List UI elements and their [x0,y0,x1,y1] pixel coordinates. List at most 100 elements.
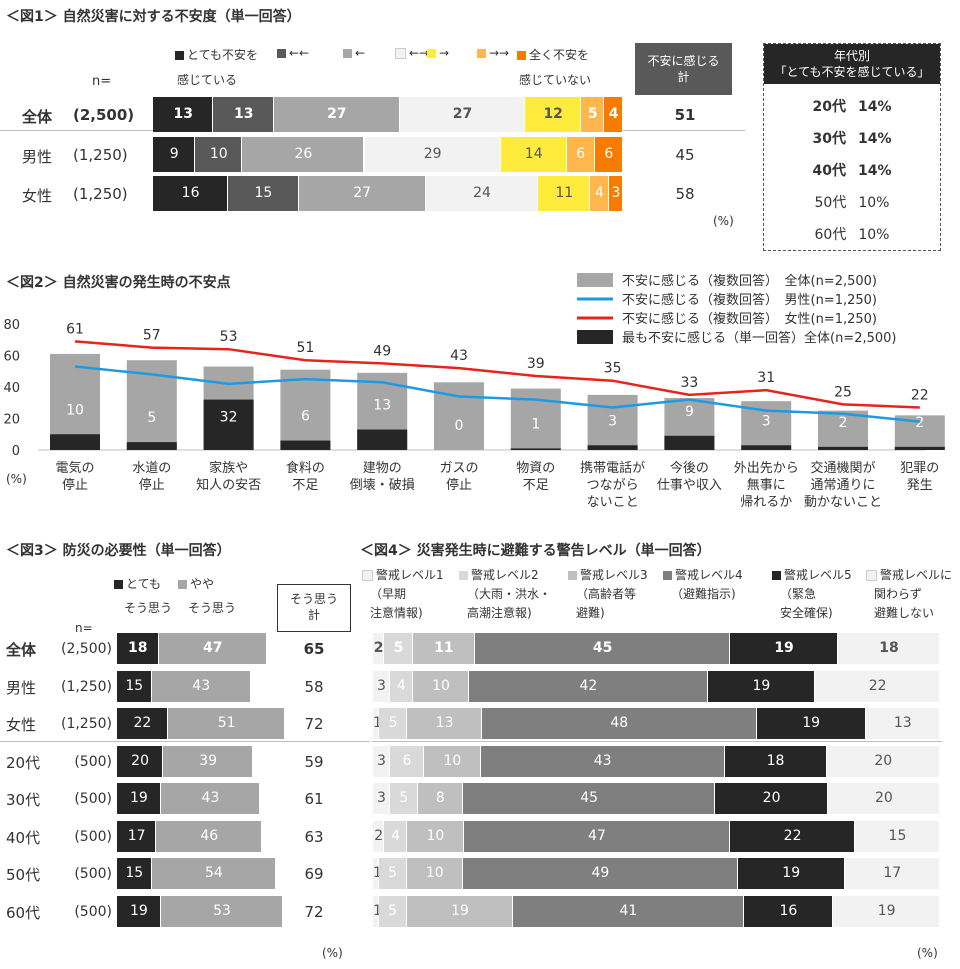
fig2-category-label: 知人の安否 [196,477,261,493]
fig2-ytick-label: 0 [12,444,20,459]
fig4-bar-segment [373,633,385,664]
fig4-legend-item: 警戒レベル4 [663,566,743,583]
fig3-bar-segment [151,670,251,702]
fig1-bar-segment [228,176,299,211]
fig4-bar-segment [826,745,940,777]
fig1-data-label: 13 [233,106,254,122]
fig2-most-label: 10 [66,402,84,418]
age-row: 20代 14% [764,96,940,116]
fig3-row-label: 50代 [6,866,41,884]
legend-swatch [427,49,436,58]
fig4-bar-segment [412,670,470,702]
fig4-bar-segment [417,783,463,814]
fig4-data-label: 13 [435,715,454,731]
fig2-ytick-label: 60 [3,350,20,365]
fig1-legend-item: →→ [477,46,509,60]
fig2-category-label: 今後の [670,460,709,476]
fig1-bar-segment [594,137,623,172]
fig4-bar-segment [389,783,418,814]
fig2-category-label: 携帯電話が [580,460,645,476]
legend-label-line2: そう思う [124,601,173,615]
legend-label: 警戒レベル3 [580,568,648,582]
legend-swatch [663,571,672,580]
fig3-legend-item: とても [114,575,161,592]
legend-swatch [178,580,187,589]
fig3-data-label: 46 [200,827,219,844]
fig2-category-label: 停止 [446,477,472,493]
fig1-data-label: 3 [611,185,621,201]
fig1-data-label: 29 [423,146,442,162]
fig2-bar-all [818,410,868,450]
age-row: 40代 14% [764,160,940,180]
fig1-data-label: 24 [473,185,491,201]
legend-swatch [459,571,468,580]
age-label: 60代 [814,227,847,243]
fig4-bar-segment [373,858,379,889]
fig1-title: ＜図1＞ 自然災害に対する不安度（単一回答） [6,9,301,25]
fig2-ytick-label: 80 [3,318,20,333]
legend-label: →→ [489,46,510,60]
fig2-category-label: 外出先から [734,461,799,476]
legend-sub-label: （緊急 [780,587,817,601]
fig1-total-value: 45 [675,146,695,164]
fig4-bar-segment [707,670,816,702]
legend-label: → [439,46,450,60]
fig3-bar-segment [117,708,168,739]
fig2-bar-most [894,446,945,450]
fig4-data-label: 19 [877,902,896,919]
fig3-total-value: 63 [304,827,324,846]
fig1-bar-segment [242,137,365,172]
fig4-data-label: 2 [374,827,384,844]
fig4-data-label: 20 [874,752,893,769]
fig2-bar-most [203,399,254,450]
legend-label: ← [355,46,366,60]
fig4-title: ＜図4＞ 災害発生時に避難する警告レベル（単一回答） [360,543,711,559]
fig4-legend-item: 警戒レベル5 [772,566,852,583]
fig2-category-label: ないこと [587,495,639,510]
fig3-data-label: 43 [201,790,220,806]
fig4-bar-segment [827,783,940,814]
fig3-total-value: 58 [304,677,324,696]
fig3-data-label: 22 [133,715,152,731]
fig1-bar-segment [590,176,609,211]
fig4-data-label: 4 [396,677,406,694]
fig3-row-label: 30代 [6,791,41,809]
fig1-bar-segment [425,176,539,211]
fig4-data-label: 2 [373,640,384,656]
fig1-bar-segment [399,97,526,132]
legend-sub-label: （避難指示) [671,587,736,601]
fig4-bar-segment [378,708,408,739]
fig1-n-label: n= [92,74,112,89]
fig2-most-label: 1 [531,416,540,432]
fig4-data-label: 45 [592,640,613,656]
fig1-bar-segment [195,137,243,172]
fig4-data-label: 20 [874,790,893,806]
fig2-all-label: 61 [66,321,84,337]
fig3-row-n: (1,250) [60,716,112,732]
fig3-row-n: (500) [74,828,112,845]
legend-swatch [568,571,577,580]
legend-sub-label: （高齢者等 [576,587,637,601]
fig4-data-label: 3 [376,790,386,806]
fig2-chart: 0204060801061電気の停止557水道の停止3253家族や知人の安否65… [3,273,945,510]
fig2-bar-all [50,353,100,450]
fig4-bar-segment [373,783,390,814]
age-value: 10% [858,227,890,243]
legend-swatch [277,49,286,58]
legend-label: ←→ [409,46,430,60]
fig1-legend-item: 全く不安を [517,46,589,63]
fig4-bar-segment [406,895,514,927]
fig3-row-label: 60代 [6,903,41,922]
fig2-bar-most [280,440,331,450]
fig4-divider [372,741,942,742]
age-value: 14% [857,131,892,147]
fig1-data-label: 4 [595,185,604,201]
fig2-category-label: 帰れるか [740,494,792,510]
fig2-all-label: 43 [450,348,468,364]
fig2-line-men [74,365,920,423]
legend-swatch [395,48,406,59]
fig3-total-value: 59 [304,752,324,771]
legend-swatch [114,580,123,589]
fig2-all-label: 51 [296,340,314,356]
fig2-most-label: 9 [685,404,694,420]
